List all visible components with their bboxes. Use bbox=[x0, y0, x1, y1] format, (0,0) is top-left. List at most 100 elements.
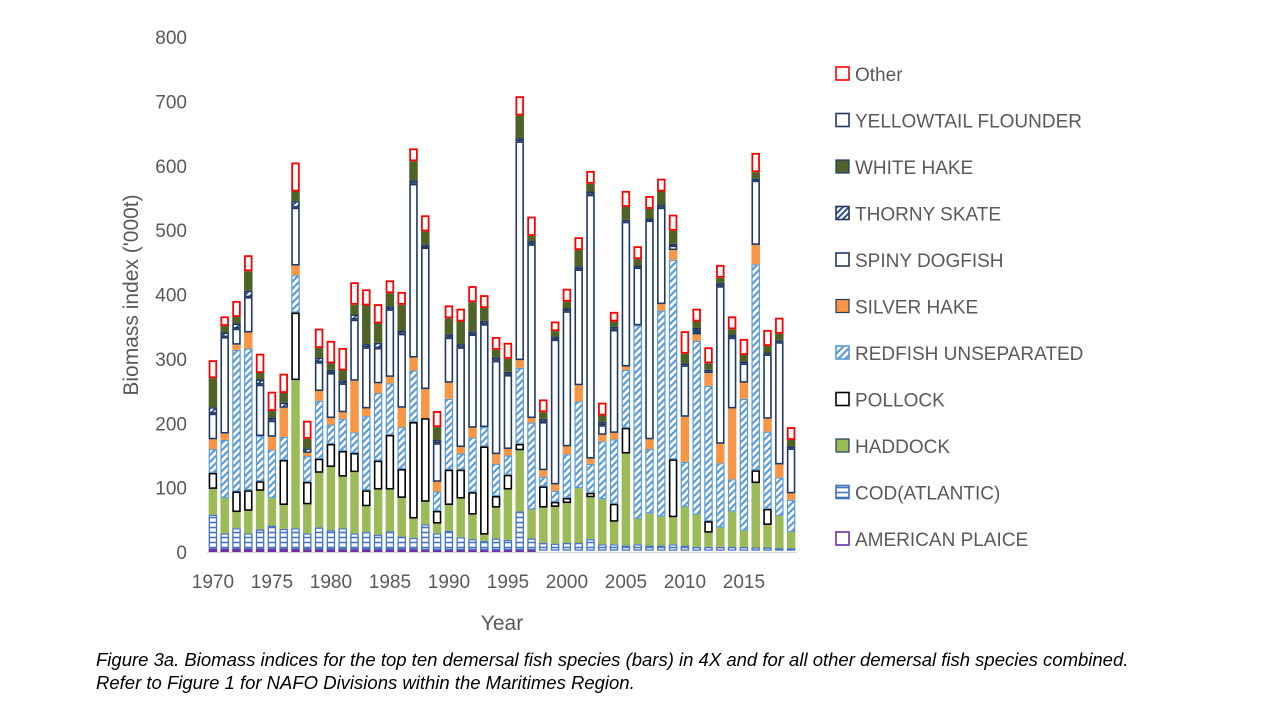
bar-segment-american-plaice bbox=[316, 550, 323, 551]
bar-segment-white-hake bbox=[504, 359, 512, 372]
bar-segment-other bbox=[387, 281, 394, 292]
bar-stack-2011 bbox=[692, 310, 700, 551]
bar-segment-silver-hake bbox=[728, 408, 736, 479]
bar-segment-thorny-skate bbox=[434, 441, 441, 443]
bar-segment-cod-atlantic bbox=[705, 548, 712, 551]
legend-item: SILVER HAKE bbox=[836, 298, 978, 319]
bar-segment-cod-atlantic bbox=[563, 544, 570, 550]
bar-stack-1992 bbox=[468, 287, 476, 551]
bar-segment-thorny-skate bbox=[375, 344, 382, 348]
bar-segment-thorny-skate bbox=[445, 335, 452, 337]
bar-stack-2018 bbox=[775, 319, 783, 550]
legend-label: SILVER HAKE bbox=[855, 298, 978, 319]
legend-swatch bbox=[836, 114, 849, 127]
bar-segment-haddock bbox=[480, 535, 488, 541]
bar-segment-redfish-unseparated bbox=[363, 417, 370, 490]
bar-segment-thorny-skate bbox=[245, 291, 252, 296]
bar-segment-other bbox=[634, 247, 641, 258]
bar-segment-redfish-unseparated bbox=[563, 455, 570, 498]
bar-segment-silver-hake bbox=[291, 266, 299, 276]
bar-segment-silver-hake bbox=[492, 454, 500, 464]
bar-segment-other bbox=[705, 348, 712, 362]
bar-stack-1991 bbox=[456, 310, 464, 552]
bar-segment-spiny-dogfish bbox=[504, 376, 511, 448]
bar-segment-american-plaice bbox=[339, 550, 346, 551]
bar-stack-2014 bbox=[728, 317, 736, 550]
bar-segment-thorny-skate bbox=[575, 267, 582, 269]
bar-segment-other bbox=[363, 290, 370, 304]
bar-segment-white-hake bbox=[740, 355, 748, 361]
bar-segment-spiny-dogfish bbox=[563, 312, 570, 446]
bar-segment-haddock bbox=[456, 499, 464, 538]
bar-segment-pollock bbox=[245, 491, 252, 510]
legend-swatch bbox=[836, 207, 849, 220]
legend-item: COD(ATLANTIC) bbox=[836, 484, 1000, 505]
bar-segment-spiny-dogfish bbox=[398, 335, 405, 407]
bar-segment-redfish-unseparated bbox=[551, 491, 558, 501]
y-axis-title: Biomass index ('000t) bbox=[120, 194, 143, 395]
bar-segment-white-hake bbox=[303, 439, 311, 449]
bar-segment-thorny-skate bbox=[257, 380, 264, 384]
bar-segment-cod-atlantic bbox=[257, 530, 264, 548]
bar-segment-spiny-dogfish bbox=[575, 270, 582, 384]
bar-segment-haddock bbox=[256, 491, 264, 530]
bar-segment-pollock bbox=[280, 461, 287, 504]
bar-segment-redfish-unseparated bbox=[233, 350, 240, 490]
legend-label: REDFISH UNSEPARATED bbox=[855, 344, 1083, 365]
bar-segment-white-hake bbox=[563, 302, 571, 308]
bar-segment-spiny-dogfish bbox=[375, 349, 382, 383]
bar-segment-other bbox=[670, 216, 677, 230]
bar-segment-haddock bbox=[303, 504, 311, 533]
bar-segment-white-hake bbox=[586, 184, 594, 192]
bar-segment-haddock bbox=[492, 508, 500, 539]
bar-segment-white-hake bbox=[551, 331, 559, 336]
bar-segment-redfish-unseparated bbox=[492, 464, 499, 495]
bar-segment-spiny-dogfish bbox=[257, 385, 264, 435]
x-tick-label: 2015 bbox=[723, 572, 765, 593]
bar-stack-1997 bbox=[527, 218, 535, 552]
bar-segment-other bbox=[339, 349, 346, 370]
bar-segment-silver-hake bbox=[338, 412, 346, 418]
bar-segment-redfish-unseparated bbox=[658, 311, 665, 516]
bar-segment-redfish-unseparated bbox=[610, 440, 617, 503]
bar-segment-silver-hake bbox=[787, 493, 795, 499]
bar-segment-pollock bbox=[445, 470, 452, 504]
bar-segment-spiny-dogfish bbox=[410, 185, 417, 357]
bar-segment-haddock bbox=[386, 490, 394, 532]
bar-segment-spiny-dogfish bbox=[552, 340, 559, 483]
bar-segment-cod-atlantic bbox=[304, 534, 311, 549]
bar-segment-silver-hake bbox=[232, 345, 240, 350]
bar-segment-haddock bbox=[504, 490, 512, 540]
bar-segment-cod-atlantic bbox=[375, 535, 382, 549]
bar-segment-other bbox=[505, 344, 512, 358]
bar-segment-thorny-skate bbox=[327, 371, 334, 373]
x-tick-label: 1995 bbox=[487, 572, 529, 593]
bar-segment-other bbox=[422, 216, 429, 230]
bar-segment-white-hake bbox=[692, 322, 700, 328]
bar-segment-pollock bbox=[457, 470, 464, 497]
bar-segment-silver-hake bbox=[303, 453, 311, 456]
bar-segment-cod-atlantic bbox=[729, 548, 736, 551]
bar-segment-redfish-unseparated bbox=[209, 450, 216, 473]
bar-stack-1974 bbox=[256, 355, 264, 552]
bar-segment-white-hake bbox=[327, 363, 335, 369]
bar-segment-pollock bbox=[540, 487, 547, 507]
bar-segment-white-hake bbox=[468, 302, 476, 331]
bar-segment-redfish-unseparated bbox=[599, 442, 606, 499]
bar-stack-2010 bbox=[681, 332, 689, 550]
bar-segment-redfish-unseparated bbox=[575, 402, 582, 488]
bar-segment-other bbox=[658, 180, 665, 191]
bar-segment-redfish-unseparated bbox=[351, 433, 358, 452]
bar-segment-cod-atlantic bbox=[209, 515, 216, 548]
bar-segment-american-plaice bbox=[398, 550, 405, 551]
bar-segment-spiny-dogfish bbox=[221, 338, 228, 433]
bar-segment-pollock bbox=[375, 461, 382, 488]
bar-segment-thorny-skate bbox=[717, 284, 724, 286]
bar-stack-1976 bbox=[279, 375, 287, 552]
bar-segment-white-hake bbox=[622, 207, 630, 220]
bar-segment-cod-atlantic bbox=[693, 548, 700, 551]
bar-segment-thorny-skate bbox=[599, 423, 606, 425]
legend-swatch bbox=[836, 67, 849, 80]
bar-segment-haddock bbox=[787, 532, 795, 548]
x-tick-label: 1970 bbox=[192, 572, 234, 593]
